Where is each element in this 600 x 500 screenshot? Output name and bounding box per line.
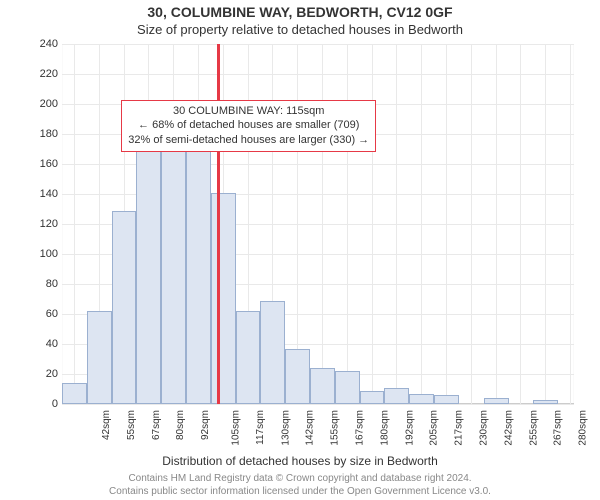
gridline-h <box>62 404 574 405</box>
annotation-line: 32% of semi-detached houses are larger (… <box>128 133 369 148</box>
histogram-bar <box>260 301 285 405</box>
y-tick-label: 0 <box>18 398 58 410</box>
plot-area: 30 COLUMBINE WAY: 115sqm← 68% of detache… <box>62 44 574 404</box>
y-tick-label: 140 <box>18 188 58 200</box>
footer-line-1: Contains HM Land Registry data © Crown c… <box>0 473 600 486</box>
x-tick-label: 55sqm <box>126 410 137 440</box>
y-tick-label: 180 <box>18 128 58 140</box>
histogram-bar <box>310 368 335 404</box>
histogram-bar <box>87 311 112 404</box>
y-tick-label: 80 <box>18 278 58 290</box>
gridline-v <box>322 44 323 404</box>
x-tick-label: 167sqm <box>355 410 366 446</box>
histogram-bar <box>484 398 509 404</box>
y-tick-label: 20 <box>18 368 58 380</box>
chart-subtitle: Size of property relative to detached ho… <box>0 22 600 37</box>
x-axis-label: Distribution of detached houses by size … <box>0 454 600 468</box>
property-marker-line <box>217 44 220 404</box>
x-tick-label: 267sqm <box>553 410 564 446</box>
histogram-bar <box>236 311 261 404</box>
gridline-v <box>545 44 546 404</box>
gridline-h <box>62 44 574 45</box>
x-tick-label: 242sqm <box>503 410 514 446</box>
chart-container: { "title": "30, COLUMBINE WAY, BEDWORTH,… <box>0 0 600 500</box>
chart-footer: Contains HM Land Registry data © Crown c… <box>0 473 600 498</box>
histogram-bar <box>384 388 409 405</box>
gridline-v <box>496 44 497 404</box>
histogram-bar <box>335 371 360 404</box>
y-tick-label: 40 <box>18 338 58 350</box>
histogram-bar <box>533 400 558 405</box>
gridline-v <box>446 44 447 404</box>
x-tick-label: 105sqm <box>231 410 242 446</box>
histogram-bar <box>136 149 161 404</box>
x-tick-label: 217sqm <box>454 410 465 446</box>
gridline-v <box>520 44 521 404</box>
gridline-h <box>62 74 574 75</box>
gridline-v <box>372 44 373 404</box>
y-tick-label: 60 <box>18 308 58 320</box>
histogram-bar <box>434 395 459 404</box>
x-tick-label: 155sqm <box>330 410 341 446</box>
gridline-v <box>396 44 397 404</box>
x-tick-label: 80sqm <box>175 410 186 440</box>
gridline-v <box>74 44 75 404</box>
x-tick-label: 230sqm <box>479 410 490 446</box>
gridline-v <box>347 44 348 404</box>
histogram-bar <box>112 211 137 405</box>
x-tick-label: 280sqm <box>578 410 589 446</box>
x-tick-label: 192sqm <box>404 410 415 446</box>
y-tick-label: 200 <box>18 98 58 110</box>
histogram-bar <box>62 383 87 404</box>
x-tick-label: 142sqm <box>305 410 316 446</box>
gridline-v <box>471 44 472 404</box>
y-tick-label: 160 <box>18 158 58 170</box>
histogram-bar <box>360 391 385 405</box>
y-tick-label: 240 <box>18 38 58 50</box>
x-tick-label: 130sqm <box>280 410 291 446</box>
x-tick-label: 117sqm <box>255 410 266 445</box>
annotation-box: 30 COLUMBINE WAY: 115sqm← 68% of detache… <box>121 100 376 153</box>
y-tick-label: 220 <box>18 68 58 80</box>
x-tick-label: 92sqm <box>200 410 211 440</box>
x-tick-label: 180sqm <box>379 410 390 446</box>
x-tick-label: 205sqm <box>429 410 440 446</box>
histogram-bar <box>211 193 236 405</box>
x-tick-label: 67sqm <box>151 410 162 440</box>
y-tick-label: 100 <box>18 248 58 260</box>
y-tick-label: 120 <box>18 218 58 230</box>
gridline-v <box>421 44 422 404</box>
gridline-v <box>570 44 571 404</box>
annotation-line: 30 COLUMBINE WAY: 115sqm <box>128 104 369 119</box>
histogram-bar <box>186 146 211 404</box>
histogram-bar <box>285 349 310 405</box>
x-tick-label: 42sqm <box>101 410 112 440</box>
x-tick-label: 255sqm <box>528 410 539 446</box>
footer-line-2: Contains public sector information licen… <box>0 486 600 499</box>
annotation-line: ← 68% of detached houses are smaller (70… <box>128 118 369 133</box>
chart-title: 30, COLUMBINE WAY, BEDWORTH, CV12 0GF <box>0 4 600 20</box>
histogram-bar <box>409 394 434 405</box>
